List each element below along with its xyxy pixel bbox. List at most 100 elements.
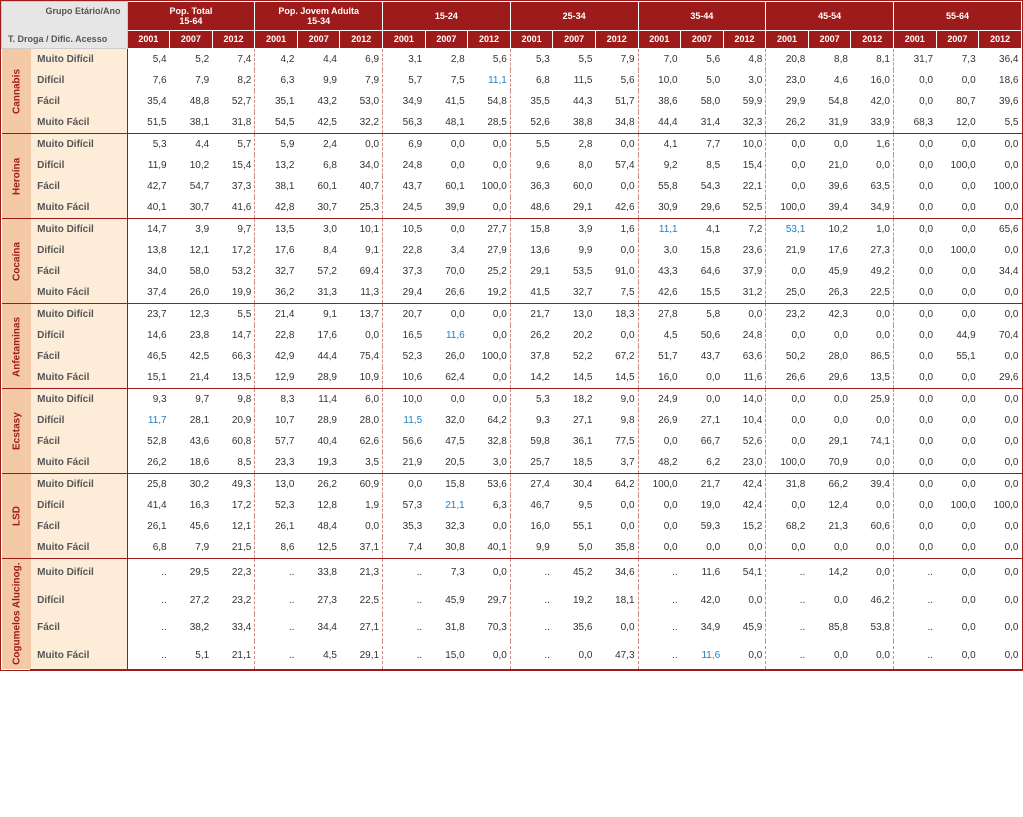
data-cell: 0,0 [723,304,766,326]
data-cell: 0,0 [979,537,1022,559]
drug-block: EcstasyMuito Difícil9,39,79,88,311,46,01… [2,389,1022,474]
data-cell: 30,7 [170,197,213,219]
year-header: 2007 [808,30,851,48]
data-cell: 57,3 [383,495,426,516]
data-cell: 52,6 [510,112,553,134]
data-cell: 0,0 [425,155,468,176]
data-cell: 53,1 [766,219,809,241]
data-cell: 0,0 [894,70,937,91]
data-cell: 31,8 [212,112,255,134]
data-cell: 53,2 [212,261,255,282]
data-cell: 0,0 [894,325,937,346]
data-cell: 0,0 [936,197,979,219]
data-cell: 5,0 [681,70,724,91]
data-cell: 66,3 [212,346,255,367]
data-cell: 21,1 [425,495,468,516]
data-cell: 23,7 [127,304,170,326]
table-row: CannabisMuito Difícil5,45,27,44,24,46,93… [2,49,1022,71]
data-cell: 39,6 [808,176,851,197]
data-cell: 27,1 [681,410,724,431]
data-cell: .. [383,587,426,614]
data-cell: 32,3 [425,516,468,537]
data-cell: 27,9 [468,240,511,261]
data-cell: 0,0 [766,495,809,516]
data-cell: .. [127,559,170,587]
drug-label: LSD [2,474,31,559]
data-cell: 11,1 [468,70,511,91]
data-cell: 36,1 [553,431,596,452]
data-cell: 29,1 [808,431,851,452]
data-cell: 0,0 [425,219,468,241]
access-level-label: Difícil [31,70,127,91]
data-cell: 51,7 [595,91,638,112]
data-cell: 12,9 [255,367,298,389]
group-header: 45-54 [766,2,894,31]
data-cell: 3,0 [723,70,766,91]
data-cell: 0,0 [723,537,766,559]
data-cell: 54,5 [255,112,298,134]
data-cell: 70,4 [979,325,1022,346]
data-cell: 37,3 [212,176,255,197]
data-cell: 24,5 [383,197,426,219]
data-cell: 2,4 [297,134,340,156]
data-cell: 4,4 [297,49,340,71]
data-cell: 9,9 [510,537,553,559]
data-cell: 0,0 [425,134,468,156]
data-cell: 0,0 [979,587,1022,614]
access-level-label: Difícil [31,410,127,431]
data-cell: 0,0 [638,537,681,559]
data-cell: 23,2 [766,304,809,326]
data-cell: 21,0 [808,155,851,176]
data-cell: 21,4 [170,367,213,389]
data-cell: 43,6 [170,431,213,452]
table-row: LSDMuito Difícil25,830,249,313,026,260,9… [2,474,1022,496]
access-level-label: Muito Fácil [31,367,127,389]
data-cell: 7,3 [936,49,979,71]
data-cell: 4,6 [808,70,851,91]
data-cell: 0,0 [468,325,511,346]
data-cell: 0,0 [808,537,851,559]
data-cell: 0,0 [425,304,468,326]
data-cell: 0,0 [894,134,937,156]
data-cell: 8,3 [255,389,298,411]
data-cell: 0,0 [936,410,979,431]
data-cell: 12,0 [936,112,979,134]
data-cell: 15,8 [681,240,724,261]
data-cell: .. [127,641,170,669]
data-cell: 7,9 [340,70,383,91]
data-cell: 0,0 [979,389,1022,411]
data-cell: 80,7 [936,91,979,112]
data-cell: .. [638,559,681,587]
data-cell: 26,1 [255,516,298,537]
data-cell: 46,5 [127,346,170,367]
data-cell: 43,3 [638,261,681,282]
data-cell: 0,0 [340,325,383,346]
data-cell: 9,5 [553,495,596,516]
data-cell: 6,8 [510,70,553,91]
data-cell: 54,7 [170,176,213,197]
access-level-label: Muito Difícil [31,219,127,241]
data-cell: 0,0 [851,559,894,587]
data-cell: 46,7 [510,495,553,516]
data-cell: 3,5 [340,452,383,474]
data-cell: 39,4 [808,197,851,219]
data-cell: 33,4 [212,614,255,641]
data-cell: 5,5 [553,49,596,71]
data-cell: 52,8 [127,431,170,452]
drug-block: Cogumelos Alucinog.Muito Difícil..29,522… [2,559,1022,670]
data-cell: 10,5 [383,219,426,241]
data-cell: 34,9 [383,91,426,112]
data-cell: 40,1 [468,537,511,559]
data-cell: 39,4 [851,474,894,496]
data-cell: 34,4 [297,614,340,641]
drug-block: CocaínaMuito Difícil14,73,99,713,53,010,… [2,219,1022,304]
data-cell: 34,4 [979,261,1022,282]
data-cell: 0,0 [894,452,937,474]
data-cell: 4,1 [638,134,681,156]
table-row: Difícil7,67,98,26,39,97,95,77,511,16,811… [2,70,1022,91]
data-cell: 52,3 [383,346,426,367]
year-header: 2007 [681,30,724,48]
data-cell: .. [894,641,937,669]
data-cell: 7,9 [170,70,213,91]
data-cell: .. [766,559,809,587]
